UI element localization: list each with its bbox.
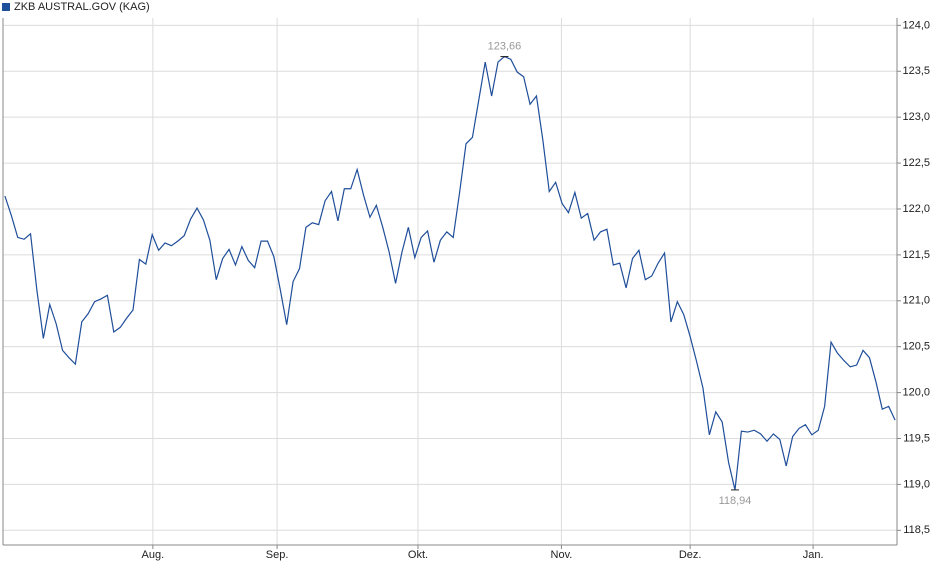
legend-swatch bbox=[2, 3, 10, 11]
y-tick-label: 124,0 bbox=[902, 19, 930, 31]
price-line bbox=[4, 55, 896, 491]
y-tick-label: 120,0 bbox=[902, 386, 930, 398]
legend-label: ZKB AUSTRAL.GOV (KAG) bbox=[14, 1, 150, 13]
y-tick-label: 120,5 bbox=[902, 341, 930, 353]
y-tick-label: 123,0 bbox=[902, 111, 930, 123]
x-tick-label: Nov. bbox=[551, 549, 573, 561]
x-tick-label: Jan. bbox=[803, 549, 824, 561]
x-tick-label: Aug. bbox=[142, 549, 165, 561]
x-tick-label: Okt. bbox=[408, 549, 428, 561]
x-tick-label: Sep. bbox=[266, 549, 289, 561]
y-tick-label: 122,0 bbox=[902, 203, 930, 215]
y-tick-label: 119,0 bbox=[903, 478, 930, 490]
y-tick-label: 121,0 bbox=[902, 295, 930, 307]
extreme-label: 118,94 bbox=[719, 495, 752, 507]
extreme-label: 123,66 bbox=[488, 40, 522, 52]
y-tick-label: 118,5 bbox=[903, 524, 930, 536]
y-tick-label: 119,5 bbox=[903, 432, 930, 444]
y-tick-label: 122,5 bbox=[902, 157, 930, 169]
x-tick-label: Dez. bbox=[679, 549, 702, 561]
y-tick-label: 121,5 bbox=[902, 249, 930, 261]
y-tick-label: 123,5 bbox=[902, 65, 930, 77]
